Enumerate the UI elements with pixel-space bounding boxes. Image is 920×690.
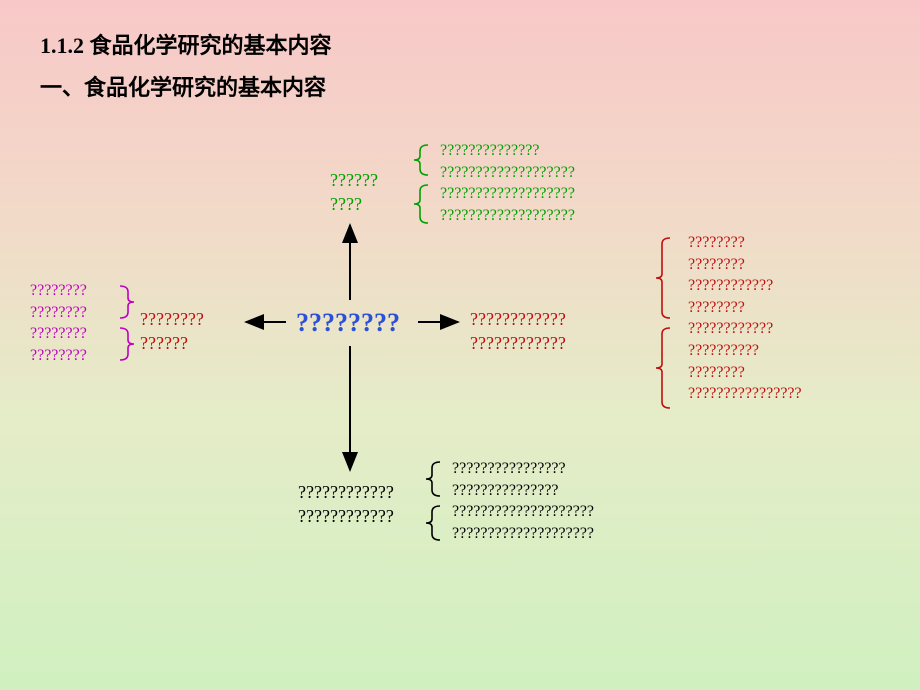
branch-label-top: ?????????? (330, 168, 378, 217)
branch-label-right: ???????????????????????? (470, 307, 566, 356)
branch-items-right: ????????????????????????????????????????… (688, 232, 802, 405)
text-line: ???????????? (298, 480, 394, 504)
text-line: ???????? (30, 302, 87, 324)
text-line: ???????????????????? (452, 501, 594, 523)
branch-label-bottom: ???????????????????????? (298, 480, 394, 529)
text-line: ???????????????? (688, 383, 802, 405)
text-line: ???????? (30, 345, 87, 367)
text-line: ???????????? (470, 331, 566, 355)
text-line: ???????????? (688, 275, 802, 297)
text-line: ???????????? (470, 307, 566, 331)
text-line: ?????? (330, 168, 378, 192)
branch-items-top: ????????????????????????????????????????… (440, 140, 575, 226)
section-heading: 一、食品化学研究的基本内容 (40, 70, 326, 102)
text-line: ?????? (140, 331, 204, 355)
text-line: ??????????????????? (440, 183, 575, 205)
diagram-center: ???????? (296, 308, 400, 338)
text-line: ???????? (30, 323, 87, 345)
text-line: ???????? (140, 307, 204, 331)
text-line: ?????????????? (440, 140, 575, 162)
text-line: ???????? (30, 280, 87, 302)
text-line: ???????? (688, 297, 802, 319)
text-line: ???????????? (298, 504, 394, 528)
text-line: ???????????????????? (452, 523, 594, 545)
text-line: ???????????? (688, 318, 802, 340)
text-line: ???? (330, 192, 378, 216)
branch-label-left: ?????????????? (140, 307, 204, 356)
branch-items-bottom: ????????????????????????????????????????… (452, 458, 594, 544)
branch-items-left: ???????????????????????????????? (30, 280, 87, 366)
text-line: ??????????????????? (440, 162, 575, 184)
text-line: ???????????????? (452, 458, 594, 480)
text-line: ??????????????? (452, 480, 594, 502)
text-line: ???????? (688, 254, 802, 276)
section-number-title: 1.1.2 食品化学研究的基本内容 (40, 28, 332, 60)
text-line: ???????? (688, 362, 802, 384)
text-line: ???????? (688, 232, 802, 254)
text-line: ?????????? (688, 340, 802, 362)
text-line: ??????????????????? (440, 205, 575, 227)
